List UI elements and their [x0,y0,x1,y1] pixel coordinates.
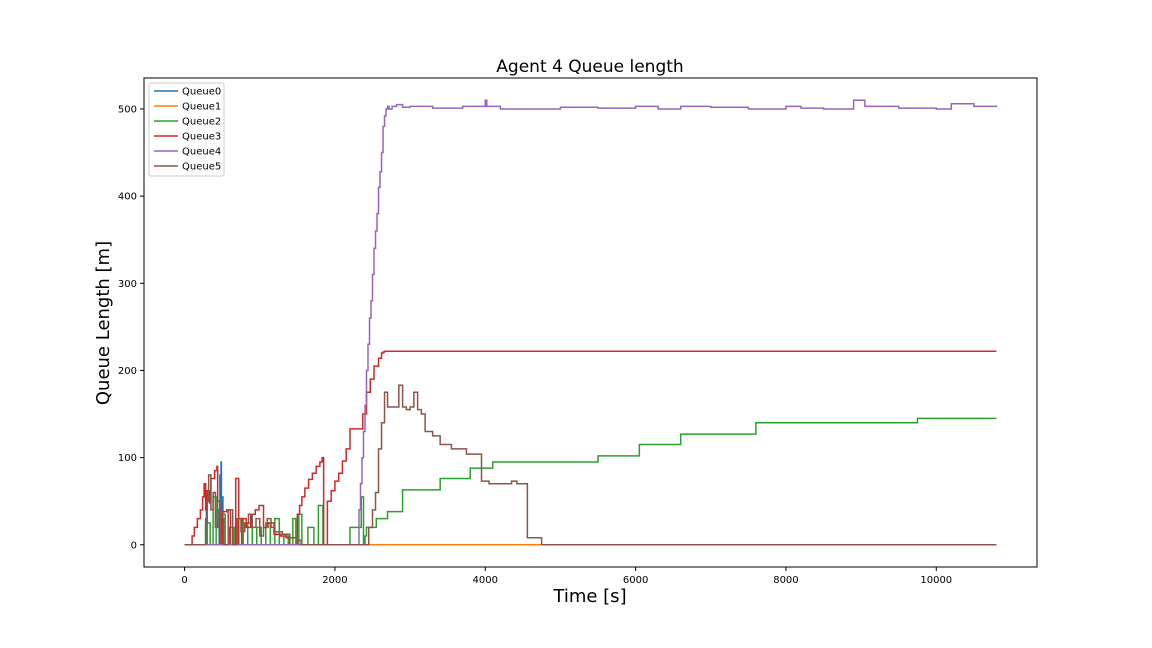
y-tick-label: 300 [118,279,137,290]
plot-frame [143,77,1038,568]
y-tick-label: 400 [118,192,137,203]
legend-label: Queue1 [182,102,221,113]
y-tick-label: 500 [118,104,137,115]
x-axis: 0 2000 4000 6000 8000 10000 [181,567,952,586]
y-tick-label: 200 [118,366,137,377]
x-tick-label: 0 [181,575,187,586]
x-tick-label: 2000 [322,575,347,586]
y-tick-label: 100 [118,453,137,464]
y-axis: 0 100 200 300 400 500 [118,104,144,551]
x-tick-label: 8000 [773,575,798,586]
legend-label: Queue2 [182,117,221,128]
x-tick-label: 10000 [920,575,952,586]
plot-area [184,99,998,546]
x-tick-label: 4000 [473,575,498,586]
legend-label: Queue3 [182,132,221,143]
series-line-queue2 [184,417,997,546]
x-tick-label: 6000 [623,575,648,586]
series-line-queue0 [184,461,997,546]
chart-title: Agent 4 Queue length [496,57,683,77]
series-line-queue5 [184,384,997,546]
series-lines [184,99,998,546]
x-axis-title: Time [s] [552,586,626,607]
legend-label: Queue5 [182,162,221,173]
legend-label: Queue0 [182,87,221,98]
series-line-queue4 [184,99,998,546]
legend: Queue0 Queue1 Queue2 Queue3 Queue4 Queue5 [148,82,225,177]
y-axis-title: Queue Length [m] [93,241,114,405]
series-line-queue3 [184,350,997,546]
legend-label: Queue4 [182,147,221,158]
y-tick-label: 0 [131,540,137,551]
